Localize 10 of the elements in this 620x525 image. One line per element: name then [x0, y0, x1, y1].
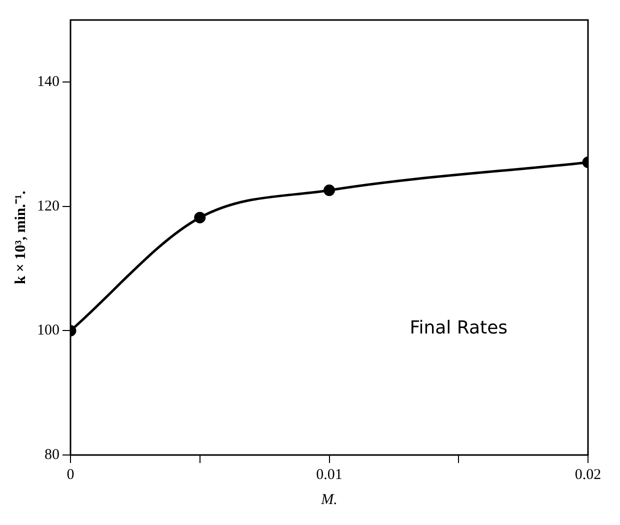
- y-axis-title: k × 10³, min.⁻¹.: [12, 190, 29, 284]
- y-tick-label: 140: [37, 74, 60, 90]
- y-tick-label: 100: [37, 322, 60, 339]
- annotation: Final Rates: [410, 318, 508, 339]
- y-tick-label: 120: [37, 198, 60, 214]
- y-tick-label: 80: [44, 446, 60, 463]
- x-axis-title: M.: [320, 492, 338, 508]
- x-tick-label: 0.01: [316, 466, 342, 483]
- x-tick-label: 0: [66, 466, 74, 483]
- x-tick-label: 0.02: [574, 466, 602, 483]
